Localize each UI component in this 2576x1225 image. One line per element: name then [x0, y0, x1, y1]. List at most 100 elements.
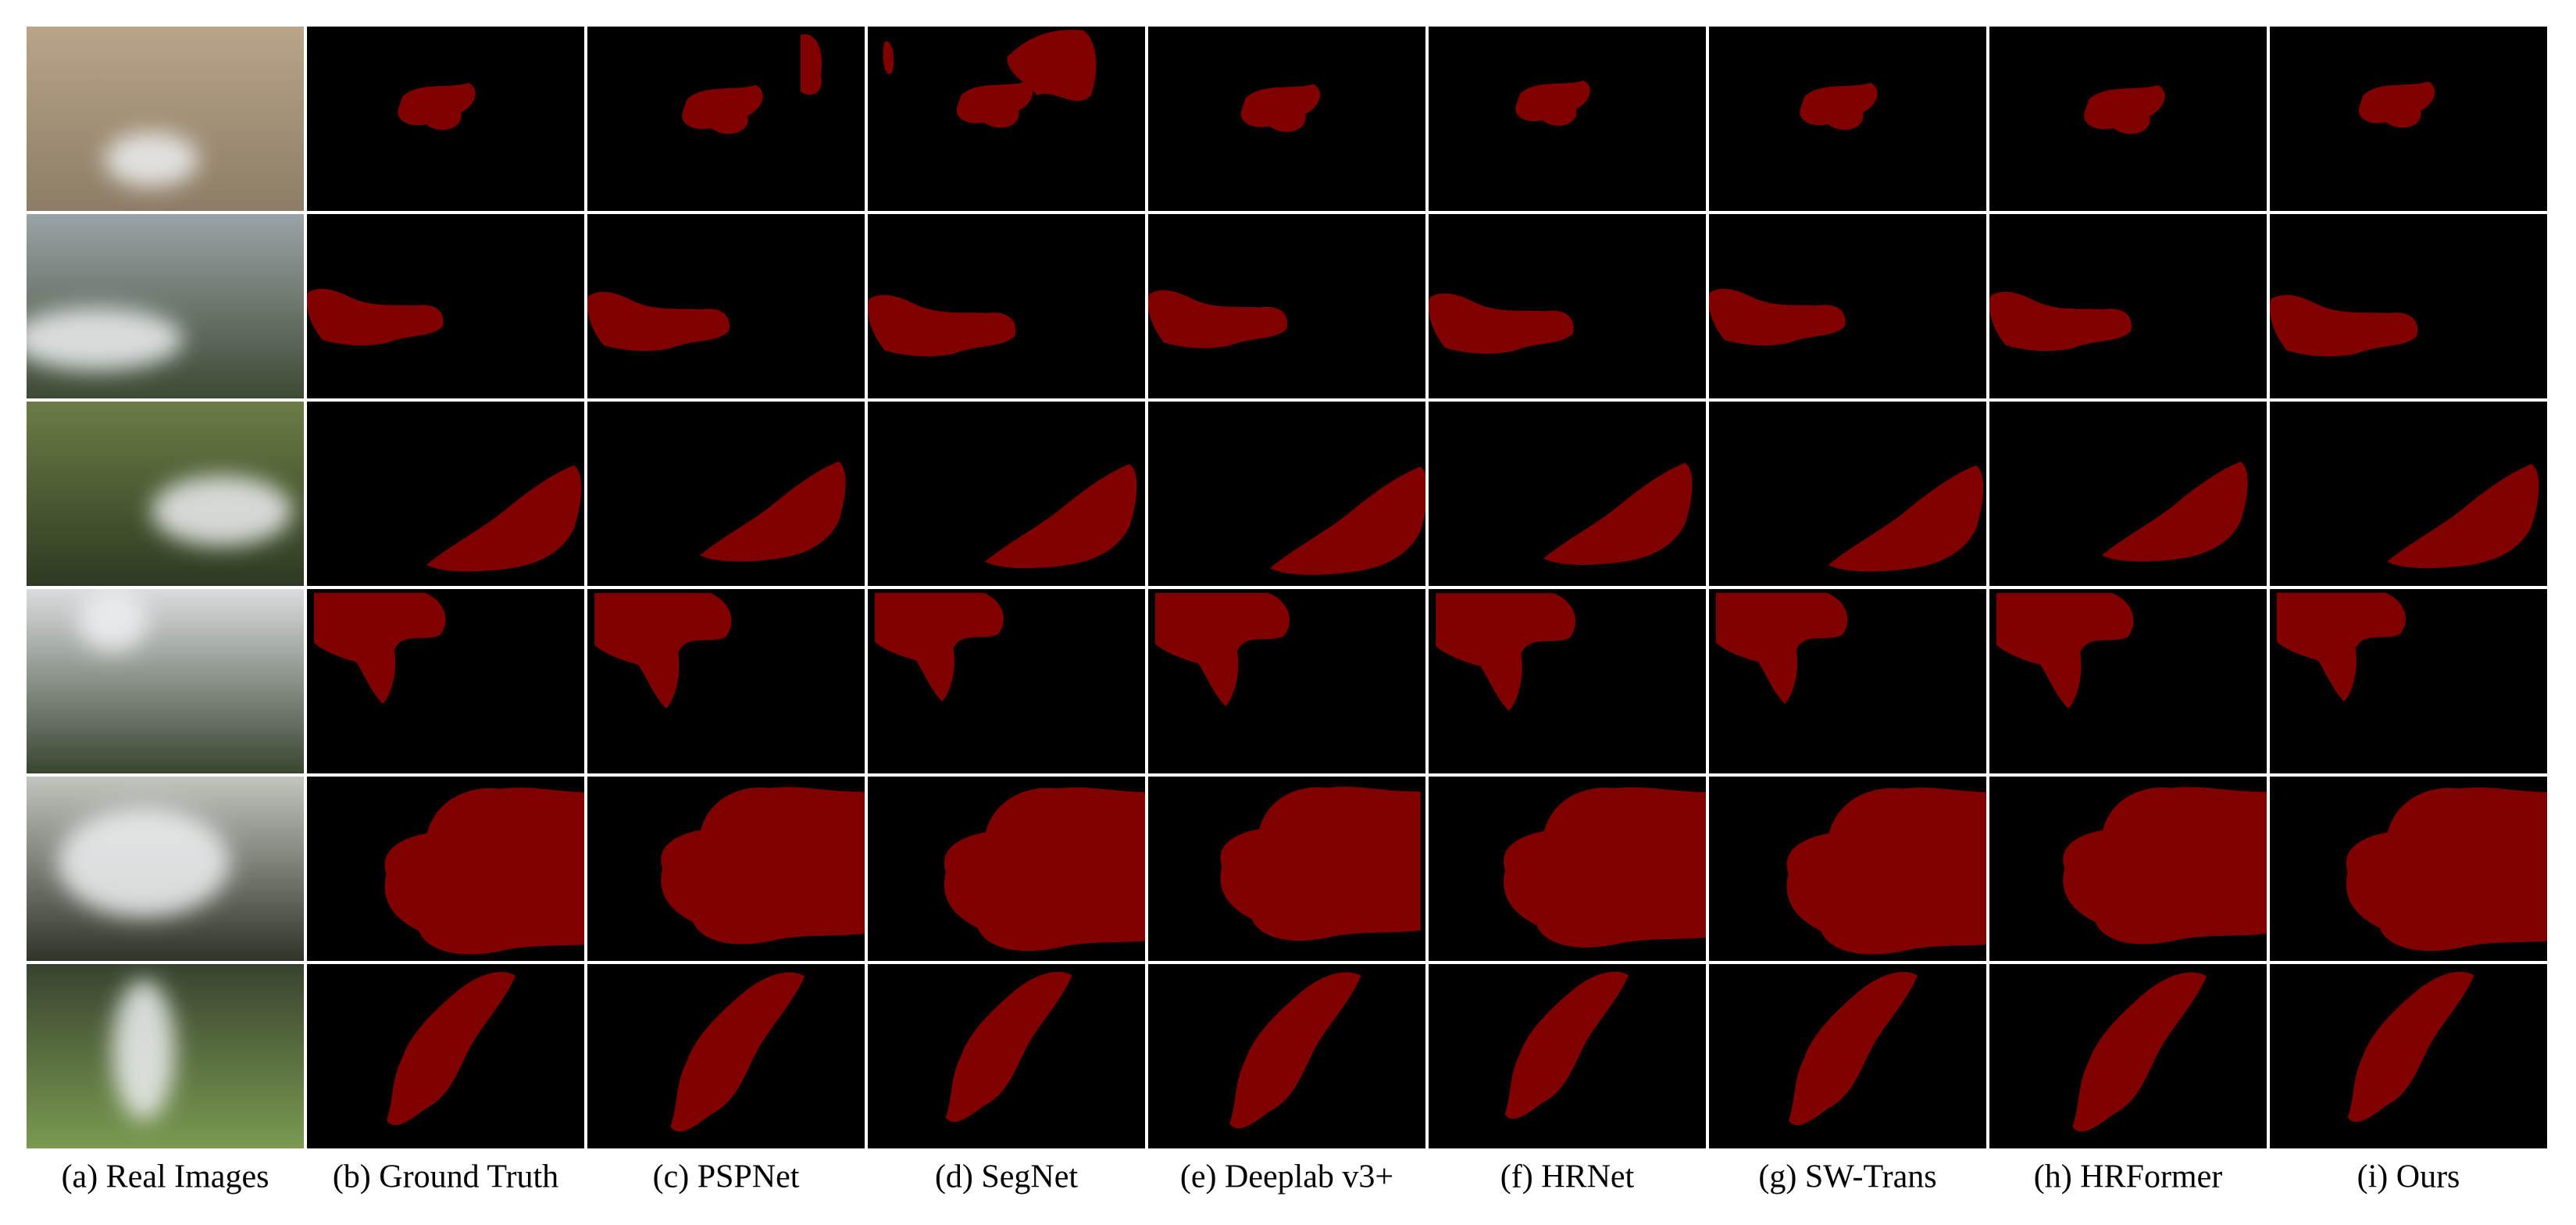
segmentation-mask — [2270, 964, 2547, 1148]
segmentation-mask — [307, 402, 584, 586]
mask-region — [1436, 593, 1576, 711]
segmentation-mask — [587, 589, 865, 773]
mask-region — [1504, 971, 1629, 1119]
segmentation-mask — [1709, 589, 1986, 773]
mask-region — [670, 972, 805, 1132]
mask-region — [594, 593, 732, 709]
photo-background — [27, 589, 304, 773]
segmentation-mask — [1429, 214, 1706, 398]
mask-region — [313, 592, 446, 704]
mask-region — [945, 971, 1072, 1123]
smoke-mask — [398, 83, 476, 130]
segmentation-mask — [1148, 589, 1425, 773]
segmentation-mask — [868, 27, 1145, 211]
mask-region — [1543, 462, 1693, 566]
smoke — [77, 589, 148, 652]
segmentation-mask — [868, 964, 1145, 1148]
smoke-mask — [1240, 84, 1321, 132]
mask-region — [1220, 787, 1421, 941]
mask-region — [1800, 83, 1878, 130]
smoke-mask — [2358, 81, 2435, 128]
smoke-mask — [944, 787, 1145, 952]
smoke-mask — [1543, 462, 1693, 566]
smoke-mask — [1429, 293, 1574, 354]
segmentation-mask — [868, 402, 1145, 586]
smoke-mask — [1436, 593, 1576, 711]
smoke-mask — [307, 288, 444, 346]
mask-region — [384, 788, 584, 955]
mask-region — [1504, 787, 1706, 948]
real-image — [27, 777, 304, 961]
smoke-mask — [868, 295, 1016, 357]
caption: (i) Ours — [2357, 1159, 2460, 1195]
smoke-mask — [587, 291, 730, 352]
smoke — [152, 476, 292, 546]
mask-region — [1269, 466, 1425, 575]
mask-region — [1786, 788, 1986, 955]
smoke-mask — [874, 592, 1004, 702]
smoke-mask — [1989, 291, 2132, 352]
smoke-mask — [1504, 787, 1706, 948]
smoke-mask — [1269, 466, 1425, 575]
photo-background — [27, 214, 304, 398]
mask-region — [2102, 461, 2248, 562]
smoke-mask — [1220, 787, 1421, 941]
mask-region — [1515, 80, 1590, 126]
real-image — [27, 214, 304, 398]
mask-region — [1155, 593, 1290, 706]
segmentation-mask — [2270, 214, 2547, 398]
segmentation-mask — [307, 214, 584, 398]
smoke-mask — [661, 787, 865, 945]
mask-region — [2358, 81, 2435, 128]
smoke-mask — [682, 84, 763, 134]
smoke-mask — [384, 788, 584, 955]
segmentation-mask — [307, 27, 584, 211]
smoke-mask — [883, 41, 894, 74]
mask-region — [661, 787, 865, 945]
mask-region — [2346, 787, 2547, 952]
mask-region — [1789, 972, 1918, 1126]
segmentation-mask — [307, 777, 584, 961]
segmentation-mask — [1429, 27, 1706, 211]
smoke-mask — [387, 972, 516, 1126]
smoke — [105, 132, 198, 187]
mask-region — [1148, 290, 1288, 348]
segmentation-mask — [587, 777, 865, 961]
mask-region — [2270, 295, 2418, 357]
smoke-mask — [1829, 465, 1984, 572]
smoke-mask — [313, 592, 446, 704]
mask-region — [1240, 84, 1321, 132]
caption: (d) SegNet — [935, 1159, 1078, 1195]
segmentation-mask — [587, 402, 865, 586]
smoke-mask — [2276, 592, 2406, 702]
smoke-mask — [594, 593, 732, 709]
smoke-mask — [2084, 84, 2165, 134]
mask-region — [1989, 291, 2132, 352]
mask-region — [1709, 288, 1846, 346]
smoke-mask — [1148, 290, 1288, 348]
mask-region — [2347, 971, 2474, 1123]
smoke-mask — [2346, 787, 2547, 952]
smoke-mask — [700, 461, 846, 562]
smoke-mask — [1789, 972, 1918, 1126]
mask-region — [1429, 293, 1574, 354]
mask-region — [2072, 972, 2207, 1132]
smoke-mask — [800, 34, 822, 95]
smoke-mask — [2270, 295, 2418, 357]
segmentation-mask — [1709, 777, 1986, 961]
segmentation-mask — [2270, 777, 2547, 961]
mask-region — [426, 465, 582, 572]
caption: (e) Deeplab v3+ — [1180, 1159, 1393, 1195]
mask-region — [874, 592, 1004, 702]
segmentation-mask — [1429, 589, 1706, 773]
mask-region — [1715, 592, 1848, 704]
mask-region — [682, 34, 822, 134]
caption: (f) HRNet — [1500, 1159, 1635, 1195]
smoke-mask — [1515, 80, 1590, 126]
smoke-mask — [985, 464, 1137, 569]
smoke-mask — [1996, 593, 2134, 709]
segmentation-mask — [2270, 402, 2547, 586]
smoke-mask — [1800, 83, 1878, 130]
smoke-mask — [670, 972, 805, 1132]
mask-region — [1829, 465, 1984, 572]
